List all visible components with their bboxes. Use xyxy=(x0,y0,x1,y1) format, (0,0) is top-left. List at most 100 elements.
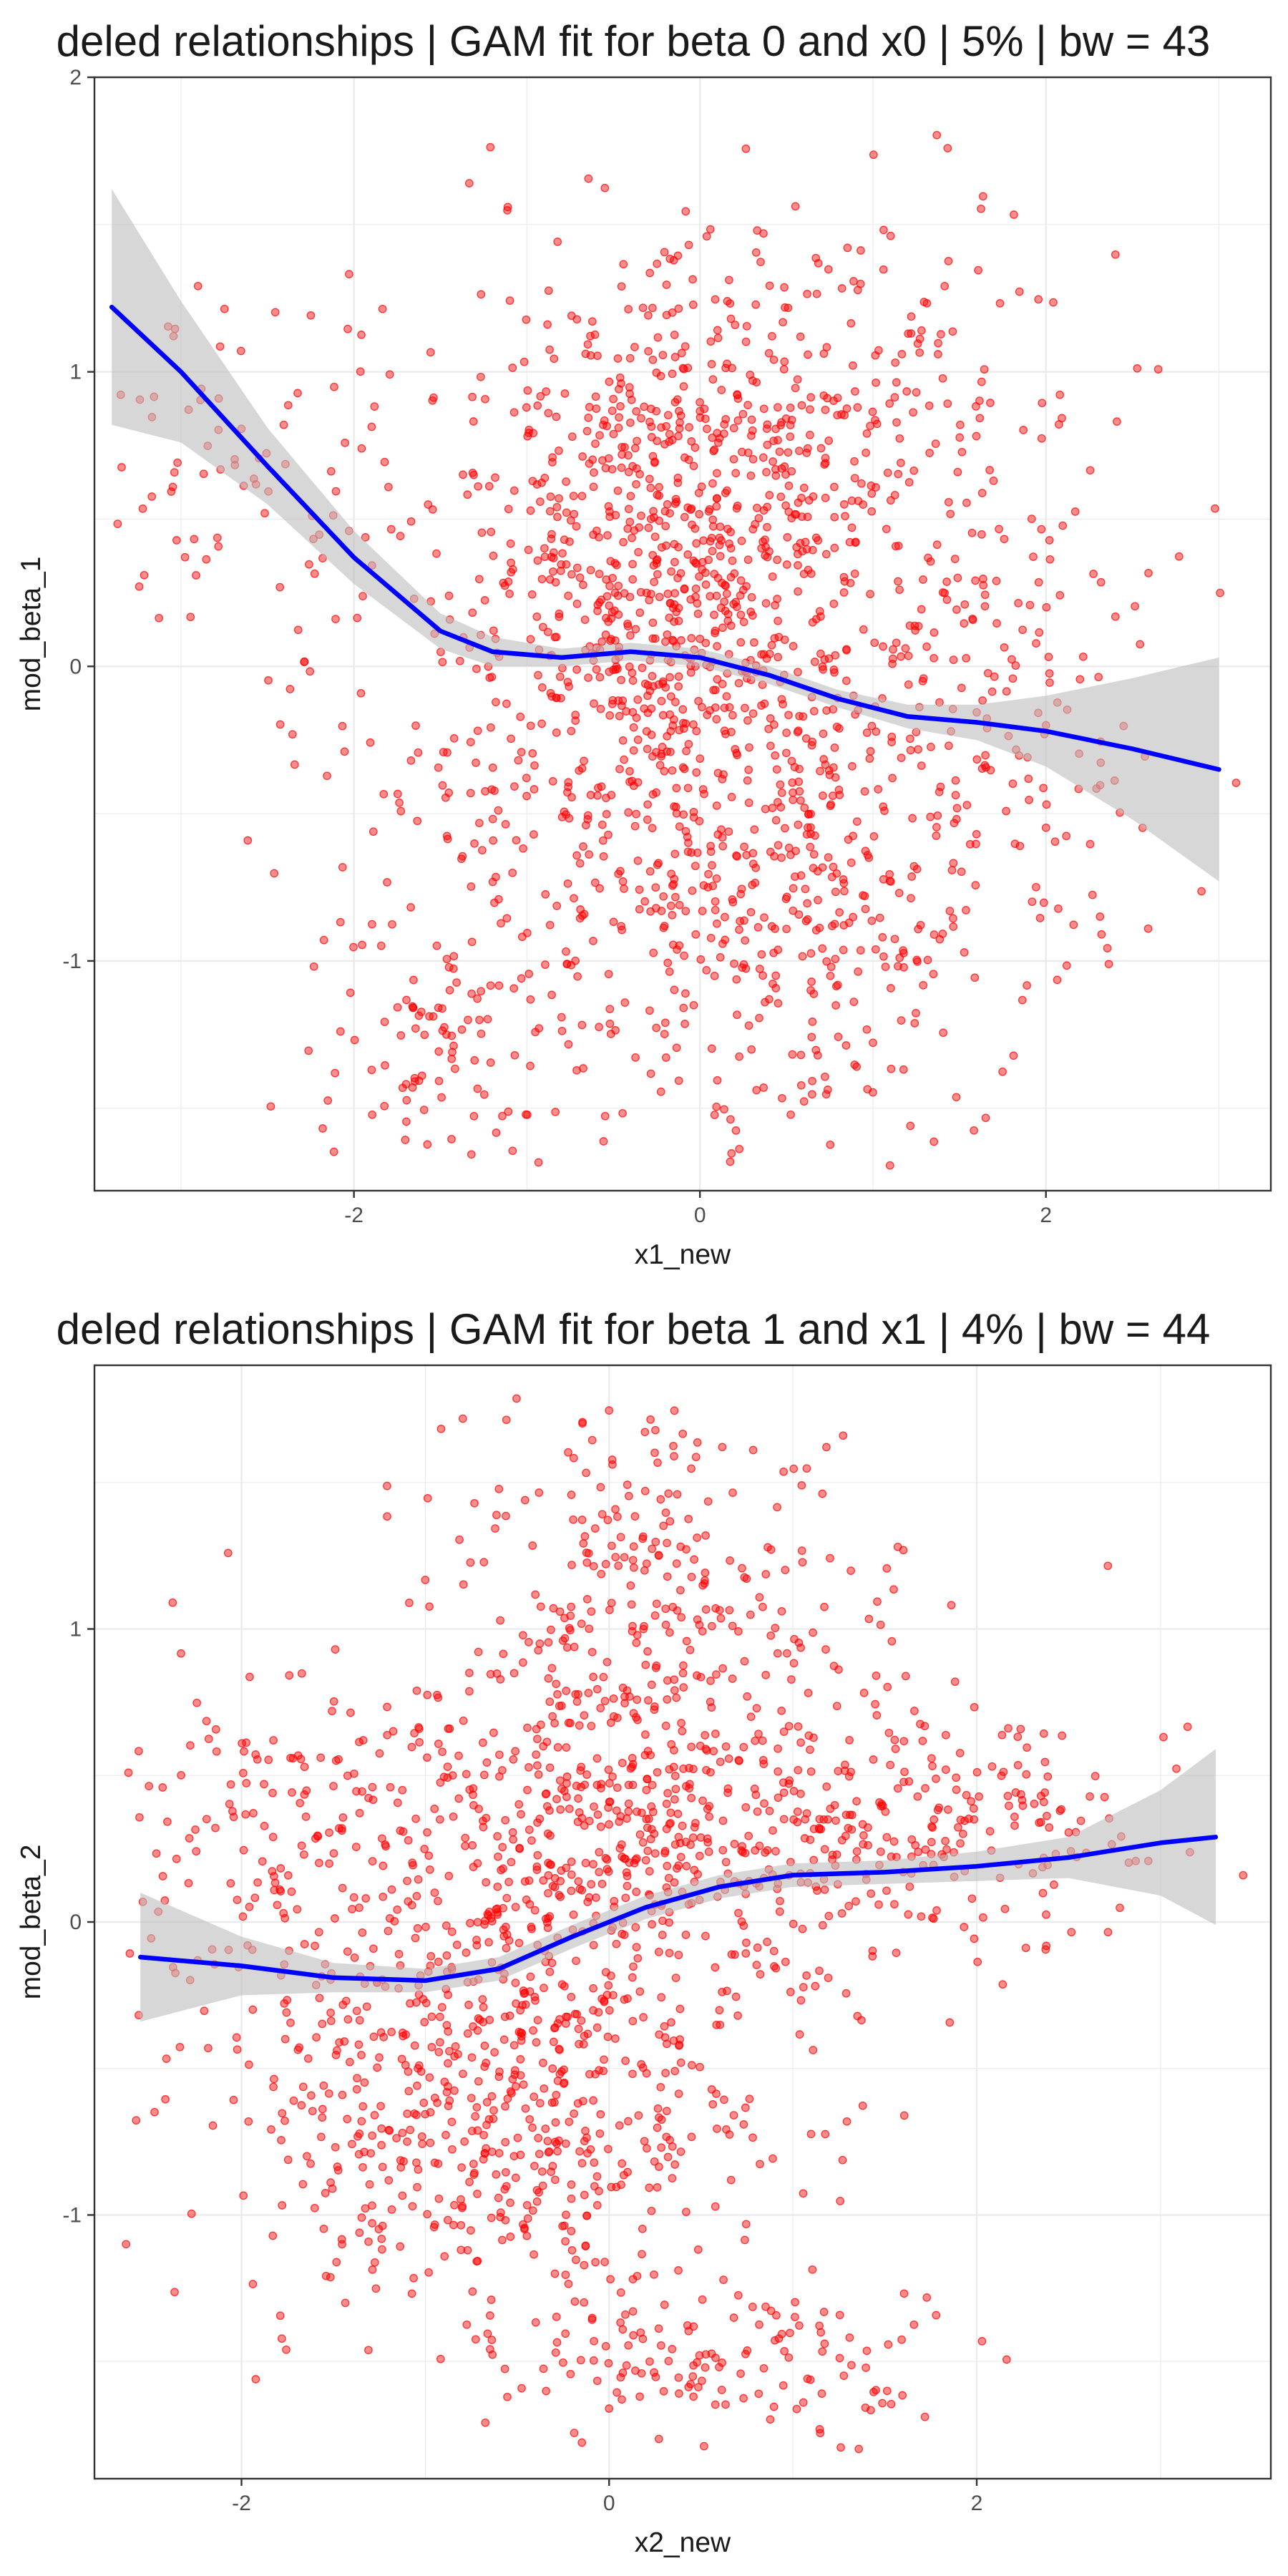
scatter-point xyxy=(601,1560,610,1568)
scatter-point xyxy=(535,2188,543,2197)
scatter-point xyxy=(478,846,487,855)
scatter-point xyxy=(687,1464,696,1473)
scatter-point xyxy=(618,450,626,459)
scatter-point xyxy=(337,2235,346,2244)
scatter-point xyxy=(1144,569,1153,577)
scatter-point xyxy=(744,1831,753,1840)
scatter-point xyxy=(705,1813,714,1821)
scatter-point xyxy=(764,724,774,733)
scatter-point xyxy=(1097,930,1106,939)
scatter-point xyxy=(603,2032,613,2041)
scatter-point xyxy=(567,2227,576,2235)
scatter-point xyxy=(191,1825,200,1834)
scatter-point xyxy=(474,1805,483,1813)
scatter-point xyxy=(876,1847,885,1856)
scatter-point xyxy=(1133,364,1142,373)
scatter-point xyxy=(632,479,640,489)
scatter-point xyxy=(582,1558,592,1567)
scatter-point xyxy=(779,1778,788,1787)
scatter-point xyxy=(733,1010,741,1020)
scatter-point xyxy=(764,348,774,358)
scatter-point xyxy=(794,910,804,919)
scatter-point xyxy=(245,2060,253,2069)
scatter-point xyxy=(809,1628,817,1637)
scatter-point xyxy=(699,881,708,890)
scatter-point xyxy=(430,1805,439,1813)
scatter-point xyxy=(586,351,595,360)
scatter-point xyxy=(663,1538,671,1548)
scatter-point xyxy=(352,1787,361,1796)
scatter-point xyxy=(696,406,705,416)
scatter-point xyxy=(633,436,641,446)
scatter-point xyxy=(449,2220,458,2230)
scatter-point xyxy=(522,791,531,801)
scatter-point xyxy=(399,1827,408,1836)
scatter-point xyxy=(326,2178,335,2187)
scatter-point xyxy=(475,819,484,828)
scatter-point xyxy=(605,1820,613,1829)
scatter-point xyxy=(526,1972,535,1981)
scatter-point xyxy=(502,2182,511,2191)
scatter-point xyxy=(585,1624,594,1634)
scatter-point xyxy=(611,1553,620,1561)
scatter-point xyxy=(630,1563,638,1572)
scatter-point xyxy=(321,2189,330,2197)
scatter-point xyxy=(809,990,819,998)
scatter-point xyxy=(434,1693,443,1702)
scatter-point xyxy=(501,2102,509,2111)
scatter-point xyxy=(469,1112,479,1121)
scatter-point xyxy=(755,2320,763,2329)
scatter-point xyxy=(565,2117,574,2127)
scatter-point xyxy=(943,399,952,408)
scatter-point xyxy=(924,553,932,562)
scatter-point xyxy=(788,1050,797,1059)
scatter-point xyxy=(816,1825,826,1834)
scatter-point xyxy=(300,1940,309,1948)
scatter-point xyxy=(811,831,819,840)
scatter-point xyxy=(871,416,879,424)
scatter-point xyxy=(445,2096,454,2105)
scatter-point xyxy=(771,465,780,474)
scatter-point xyxy=(270,1872,278,1880)
scatter-point xyxy=(298,2180,308,2189)
scatter-point xyxy=(655,761,665,770)
scatter-point xyxy=(138,504,147,513)
scatter-point xyxy=(549,2037,558,2046)
scatter-point xyxy=(406,756,416,765)
scatter-point xyxy=(1045,678,1054,687)
scatter-point xyxy=(723,525,732,534)
scatter-point xyxy=(664,2356,673,2366)
scatter-point xyxy=(300,658,308,666)
scatter-point xyxy=(514,1800,524,1809)
plot-border xyxy=(93,76,1272,1192)
scatter-point xyxy=(567,570,576,579)
scatter-point xyxy=(732,975,741,984)
scatter-point xyxy=(761,804,770,814)
scatter-point xyxy=(744,799,753,807)
scatter-point xyxy=(769,355,779,364)
scatter-point xyxy=(1034,295,1043,304)
scatter-point xyxy=(546,688,555,698)
scatter-point xyxy=(557,1702,566,1710)
scatter-point xyxy=(646,484,655,492)
scatter-point xyxy=(606,557,615,566)
scatter-point xyxy=(640,402,649,411)
scatter-point xyxy=(821,405,830,414)
scatter-point xyxy=(734,1627,743,1636)
scatter-point xyxy=(638,303,648,313)
scatter-point xyxy=(555,609,564,618)
scatter-point xyxy=(652,369,661,377)
scatter-point xyxy=(930,1815,939,1824)
scatter-point xyxy=(492,1669,502,1678)
scatter-point xyxy=(719,770,728,779)
scatter-point xyxy=(626,492,635,501)
scatter-point xyxy=(845,1736,854,1745)
scatter-point xyxy=(628,1973,637,1982)
scatter-point xyxy=(414,1723,423,1732)
scatter-point xyxy=(806,1745,814,1755)
scatter-point xyxy=(759,1083,769,1092)
scatter-point xyxy=(552,412,561,421)
scatter-point xyxy=(913,339,922,348)
scatter-point xyxy=(517,2031,526,2041)
scatter-point xyxy=(436,1778,445,1787)
